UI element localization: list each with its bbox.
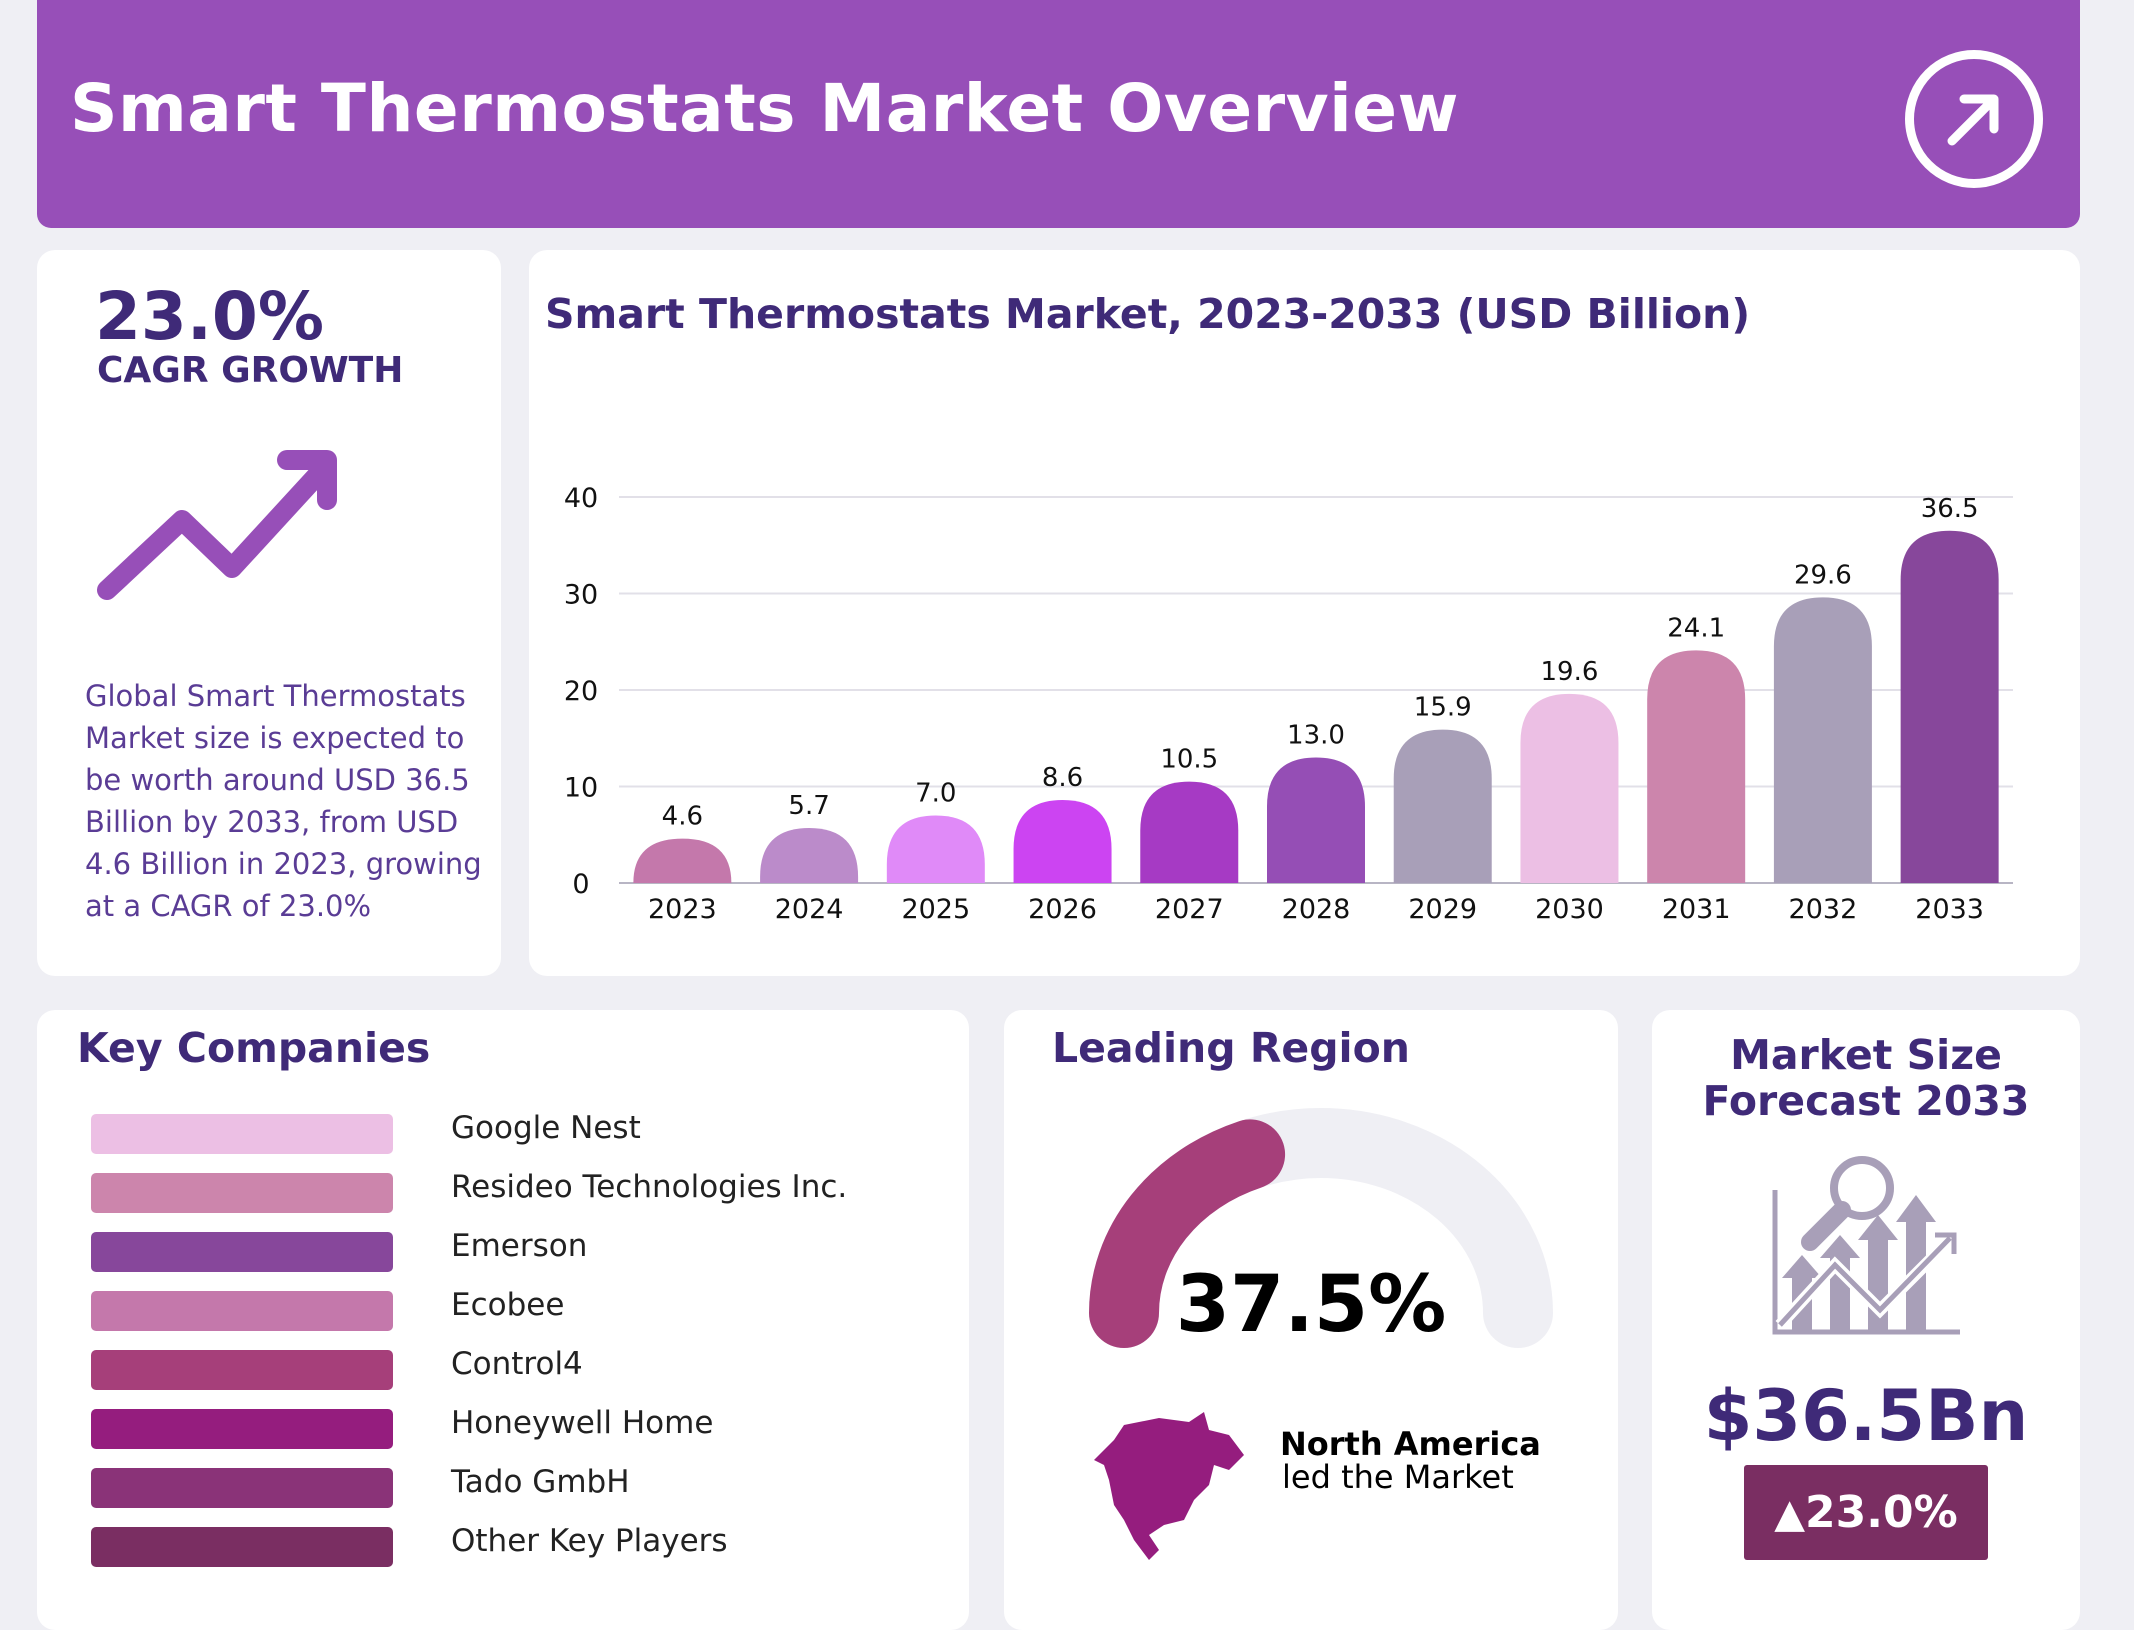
north-america-map-icon — [1094, 1412, 1244, 1560]
chart-card: Smart Thermostats Market, 2023-2033 (USD… — [529, 250, 2080, 976]
arrow-up-right-circle-icon[interactable] — [1905, 50, 2043, 188]
bar-2023 — [633, 838, 732, 883]
bar-2025 — [886, 815, 985, 883]
x-tick-label: 2032 — [1789, 894, 1858, 925]
leading-region-title: Leading Region — [1052, 1024, 1410, 1072]
company-color-swatch — [91, 1114, 393, 1154]
x-tick-label: 2029 — [1408, 894, 1477, 925]
x-tick-label: 2028 — [1282, 894, 1351, 925]
cagr-value: 23.0% — [95, 278, 324, 355]
bar-2024 — [760, 827, 859, 883]
x-tick-label: 2027 — [1155, 894, 1224, 925]
x-tick-label: 2026 — [1028, 894, 1097, 925]
key-companies-title: Key Companies — [77, 1024, 431, 1072]
bar-2028 — [1267, 757, 1365, 883]
growth-chart-magnifier-icon — [1772, 1156, 1960, 1335]
chart-title: Smart Thermostats Market, 2023-2033 (USD… — [545, 290, 1751, 338]
bar-value-label: 36.5 — [1921, 494, 1979, 524]
company-color-swatch — [91, 1527, 393, 1567]
region-share-gauge — [1089, 1108, 1553, 1348]
cagr-card: 23.0% CAGR GROWTH Global Smart Thermosta… — [37, 250, 501, 976]
bar-2026 — [1013, 800, 1112, 883]
company-name: Ecobee — [451, 1287, 565, 1323]
y-tick-label: 40 — [564, 483, 598, 514]
cagr-description: Global Smart Thermostats Market size is … — [85, 679, 482, 923]
trend-up-arrow-icon — [97, 450, 337, 600]
bar-2027 — [1140, 781, 1239, 883]
x-tick-label: 2030 — [1535, 894, 1604, 925]
company-name: Resideo Technologies Inc. — [451, 1169, 848, 1205]
company-color-swatch — [91, 1468, 393, 1508]
bar-2029 — [1393, 729, 1492, 883]
x-tick-label: 2025 — [901, 894, 970, 925]
gauge-fill — [1089, 1108, 1553, 1348]
y-tick-label: 0 — [572, 869, 589, 900]
key-companies-card: Key Companies Google Nest Resideo Technol… — [37, 1010, 969, 1630]
bar-value-label: 8.6 — [1042, 763, 1083, 793]
forecast-title-line1: Market Size — [1730, 1031, 2002, 1079]
bar-value-label: 19.6 — [1541, 657, 1599, 687]
bar-2032 — [1773, 597, 1872, 883]
company-name: Emerson — [451, 1228, 588, 1264]
growth-badge: ▲23.0% — [1744, 1465, 1988, 1560]
x-tick-label: 2024 — [775, 894, 844, 925]
bar-2031 — [1647, 650, 1746, 883]
company-name: Honeywell Home — [451, 1405, 714, 1441]
bar-value-label: 7.0 — [915, 778, 956, 808]
company-color-swatch — [91, 1232, 393, 1272]
company-name: Google Nest — [451, 1110, 641, 1146]
bar-value-label: 24.1 — [1667, 613, 1725, 643]
growth-value: 23.0% — [1805, 1487, 1958, 1538]
bar-value-label: 5.7 — [788, 791, 829, 821]
y-tick-label: 30 — [564, 580, 598, 611]
y-tick-label: 10 — [564, 773, 598, 804]
company-name: Control4 — [451, 1346, 583, 1382]
region-name: North America — [1280, 1425, 1541, 1463]
market-forecast-card: Market Size Forecast 2033 $36.5Bn ▲23.0% — [1652, 1010, 2080, 1630]
forecast-title-line2: Forecast 2033 — [1702, 1077, 2030, 1125]
bar-chart: 0102030404.620235.720247.020258.6202610.… — [564, 483, 2013, 925]
bar-value-label: 4.6 — [662, 802, 703, 832]
bar-value-label: 10.5 — [1160, 745, 1218, 775]
x-tick-label: 2031 — [1662, 894, 1731, 925]
triangle-up-icon: ▲ — [1774, 1491, 1806, 1537]
bar-value-label: 15.9 — [1414, 693, 1472, 723]
company-color-swatch — [91, 1173, 393, 1213]
x-tick-label: 2023 — [648, 894, 717, 925]
bar-value-label: 13.0 — [1287, 721, 1345, 751]
bar-2030 — [1520, 693, 1619, 883]
company-name: Other Key Players — [451, 1523, 728, 1559]
bar-2033 — [1900, 530, 1999, 883]
region-share-value: 37.5% — [1175, 1260, 1447, 1350]
company-color-swatch — [91, 1409, 393, 1449]
company-color-swatch — [91, 1291, 393, 1331]
page-title: Smart Thermostats Market Overview — [70, 70, 1460, 147]
header-banner: Smart Thermostats Market Overview — [37, 0, 2080, 228]
y-tick-label: 20 — [564, 676, 598, 707]
region-subtitle: led the Market — [1282, 1458, 1514, 1496]
company-name: Tado GmbH — [451, 1464, 630, 1500]
company-color-swatch — [91, 1350, 393, 1390]
forecast-value: $36.5Bn — [1703, 1375, 2029, 1457]
bar-value-label: 29.6 — [1794, 560, 1852, 590]
x-tick-label: 2033 — [1915, 894, 1984, 925]
leading-region-card: Leading Region 37.5% North America led t… — [1004, 1010, 1618, 1630]
cagr-label: CAGR GROWTH — [97, 350, 404, 391]
